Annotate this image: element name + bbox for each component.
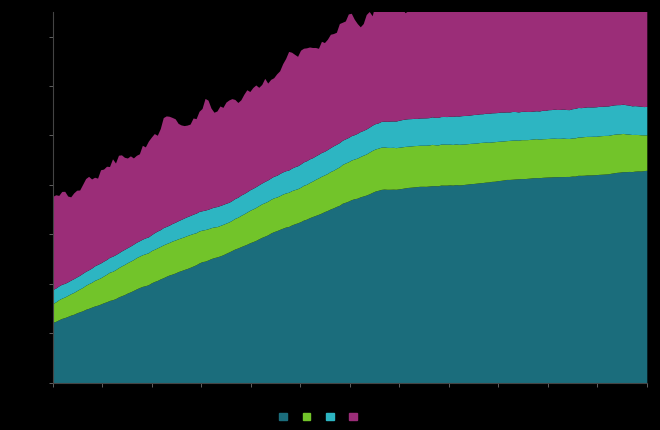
Legend: , , , : , , , [275,408,365,426]
